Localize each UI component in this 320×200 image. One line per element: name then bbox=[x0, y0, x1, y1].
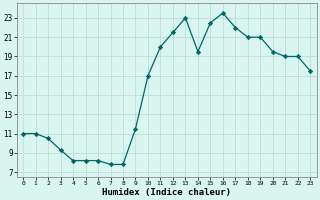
X-axis label: Humidex (Indice chaleur): Humidex (Indice chaleur) bbox=[102, 188, 231, 197]
